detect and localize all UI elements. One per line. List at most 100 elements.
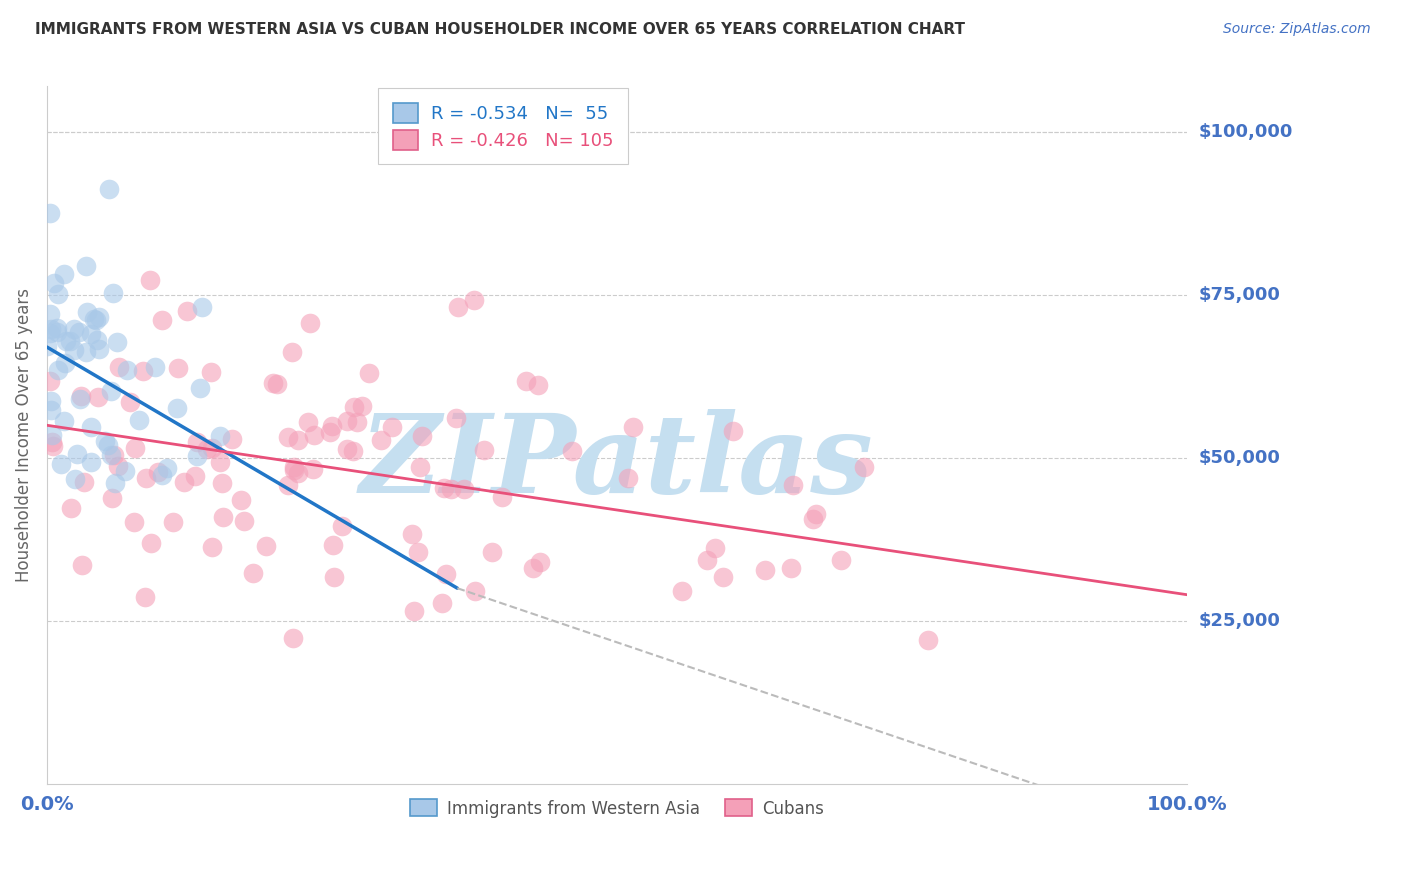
- Point: [59, 501, 82, 516]
- Point: [63, 472, 86, 486]
- Point: [184, 468, 207, 483]
- Point: [232, 514, 254, 528]
- Point: [186, 450, 208, 464]
- Point: [38, 206, 60, 220]
- Point: [52, 267, 75, 281]
- Point: [853, 459, 876, 474]
- Point: [381, 420, 404, 434]
- Point: [336, 414, 359, 428]
- Text: $50,000: $50,000: [1198, 449, 1279, 467]
- Point: [44, 276, 66, 290]
- Point: [76, 305, 98, 319]
- Point: [51, 457, 73, 471]
- Point: [201, 540, 224, 554]
- Point: [754, 563, 776, 577]
- Point: [621, 420, 644, 434]
- Point: [297, 415, 319, 429]
- Point: [41, 322, 63, 336]
- Text: $100,000: $100,000: [1198, 123, 1292, 141]
- Point: [108, 359, 131, 374]
- Point: [103, 448, 125, 462]
- Y-axis label: Householder Income Over 65 years: Householder Income Over 65 years: [15, 288, 32, 582]
- Point: [115, 363, 138, 377]
- Point: [342, 443, 364, 458]
- Point: [319, 425, 342, 439]
- Point: [186, 434, 208, 449]
- Point: [283, 463, 305, 477]
- Point: [97, 438, 120, 452]
- Point: [195, 442, 218, 457]
- Point: [41, 394, 63, 409]
- Text: ZIPatlas: ZIPatlas: [360, 409, 875, 516]
- Point: [70, 558, 93, 573]
- Point: [89, 342, 111, 356]
- Point: [107, 459, 129, 474]
- Point: [211, 475, 233, 490]
- Point: [79, 420, 101, 434]
- Point: [150, 312, 173, 326]
- Point: [277, 429, 299, 443]
- Point: [281, 345, 304, 359]
- Point: [321, 419, 343, 434]
- Point: [561, 444, 583, 458]
- Point: [481, 545, 503, 559]
- Point: [434, 567, 457, 582]
- Point: [39, 374, 62, 388]
- Point: [94, 434, 117, 448]
- Text: $75,000: $75,000: [1198, 286, 1279, 304]
- Point: [191, 300, 214, 314]
- Point: [46, 321, 69, 335]
- Point: [322, 538, 344, 552]
- Point: [118, 395, 141, 409]
- Point: [302, 428, 325, 442]
- Point: [46, 325, 69, 339]
- Point: [336, 442, 359, 457]
- Point: [522, 560, 544, 574]
- Point: [330, 519, 353, 533]
- Point: [231, 493, 253, 508]
- Point: [277, 477, 299, 491]
- Point: [46, 287, 69, 301]
- Point: [283, 459, 305, 474]
- Point: [352, 400, 374, 414]
- Point: [370, 433, 392, 447]
- Point: [357, 366, 380, 380]
- Point: [132, 363, 155, 377]
- Point: [39, 326, 62, 340]
- Point: [75, 259, 97, 273]
- Point: [166, 361, 188, 376]
- Point: [302, 461, 325, 475]
- Point: [323, 570, 346, 584]
- Point: [529, 555, 551, 569]
- Point: [209, 429, 232, 443]
- Point: [100, 384, 122, 399]
- Point: [62, 322, 84, 336]
- Point: [80, 326, 103, 341]
- Text: $25,000: $25,000: [1198, 612, 1279, 630]
- Point: [105, 334, 128, 349]
- Point: [830, 553, 852, 567]
- Point: [124, 441, 146, 455]
- Point: [696, 553, 718, 567]
- Point: [150, 467, 173, 482]
- Point: [41, 428, 63, 442]
- Point: [188, 381, 211, 395]
- Point: [343, 400, 366, 414]
- Point: [281, 631, 304, 645]
- Point: [411, 429, 433, 443]
- Point: [75, 345, 97, 359]
- Point: [401, 526, 423, 541]
- Point: [114, 464, 136, 478]
- Point: [55, 334, 77, 348]
- Point: [86, 390, 108, 404]
- Point: [266, 377, 288, 392]
- Point: [221, 432, 243, 446]
- Point: [440, 482, 463, 496]
- Point: [128, 413, 150, 427]
- Point: [66, 447, 89, 461]
- Point: [472, 442, 495, 457]
- Point: [69, 389, 91, 403]
- Point: [209, 455, 232, 469]
- Point: [444, 410, 467, 425]
- Point: [53, 414, 76, 428]
